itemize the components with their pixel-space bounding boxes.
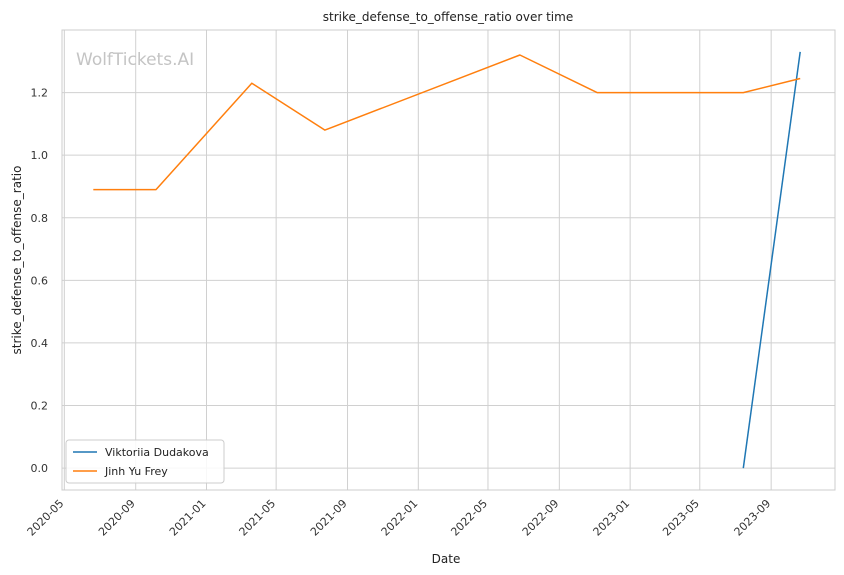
x-tick-label: 2020-05 <box>25 497 67 539</box>
plot-frame <box>61 29 836 491</box>
legend-label: Jinh Yu Frey <box>104 465 168 478</box>
y-tick-label: 1.0 <box>31 149 49 162</box>
x-tick-label: 2022-01 <box>379 497 421 539</box>
x-tick-label: 2022-05 <box>448 497 490 539</box>
x-tick-label: 2021-09 <box>308 497 350 539</box>
x-tick-label: 2021-05 <box>237 497 279 539</box>
legend-box <box>65 439 225 484</box>
y-axis-label: strike_defense_to_offense_ratio <box>10 166 24 355</box>
chart-title: strike_defense_to_offense_ratio over tim… <box>323 10 573 24</box>
y-tick-label: 0.2 <box>31 400 49 413</box>
series-line <box>93 54 801 191</box>
x-tick-label: 2023-05 <box>660 497 702 539</box>
y-tick-label: 0.6 <box>31 274 49 287</box>
x-tick-labels: 2020-05 2020-09 2021-01 2021-05 2021-09 2022-… <box>25 497 774 539</box>
y-tick-label: 0.4 <box>31 337 49 350</box>
legend-label: Viktoriia Dudakova <box>105 446 209 459</box>
x-tick-label: 2022-09 <box>520 497 562 539</box>
y-tick-labels: 0.0 0.2 0.4 0.6 0.8 1.0 1.2 <box>31 87 49 476</box>
x-tick-label: 2023-01 <box>591 497 633 539</box>
x-tick-label: 2021-01 <box>167 497 209 539</box>
plot-background <box>62 30 835 490</box>
legend: Viktoriia Dudakova Jinh Yu Frey <box>65 439 225 484</box>
x-tick-label: 2023-09 <box>732 497 774 539</box>
watermark: WolfTickets.AI <box>76 50 194 70</box>
y-tick-label: 1.2 <box>31 87 49 100</box>
y-tick-label: 0.0 <box>31 462 49 475</box>
series-lines <box>93 51 801 469</box>
x-axis-label: Date <box>432 552 461 566</box>
y-tick-label: 0.8 <box>31 212 49 225</box>
series-line <box>742 51 801 469</box>
x-tick-label: 2020-09 <box>96 497 138 539</box>
